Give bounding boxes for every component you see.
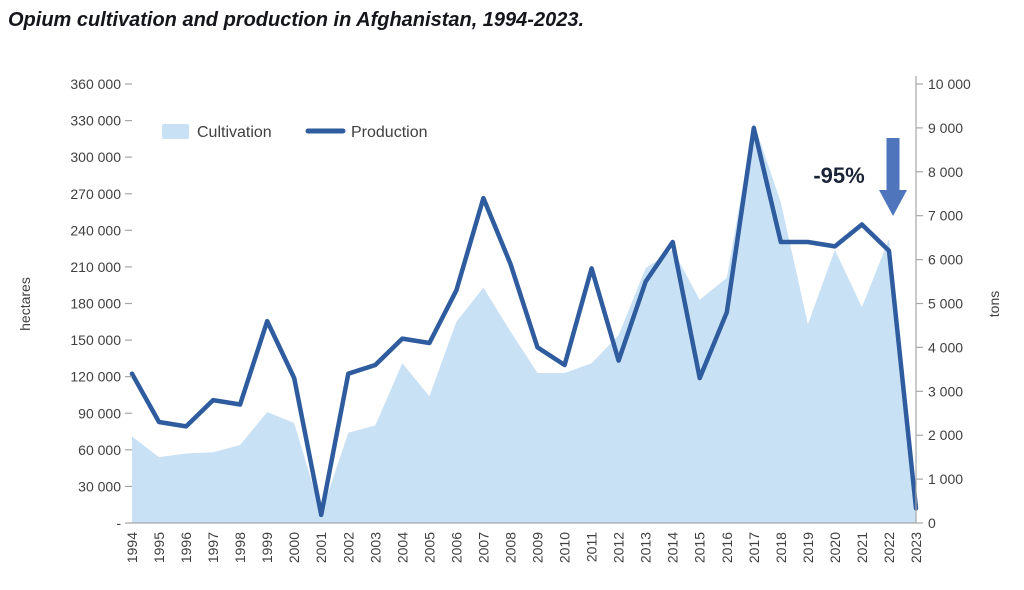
- opium-chart: 360 000 330 000 300 000 270 000 240 000 210 0…: [17, 76, 1002, 563]
- left-axis-tick-label: 180 000: [70, 296, 121, 312]
- x-axis-year-label: 2022: [881, 532, 897, 563]
- right-axis-tick-label: 5 000: [928, 296, 963, 312]
- left-axis-title: hectares: [17, 277, 33, 331]
- right-axis-tick-label: 2 000: [928, 427, 963, 443]
- right-axis-tick-label: 1 000: [928, 471, 963, 487]
- annotation-label: -95%: [813, 163, 864, 188]
- left-axis-tick-label: 120 000: [70, 369, 121, 385]
- x-axis-year-label: 2013: [638, 532, 654, 563]
- x-axis-year-label: 2012: [611, 532, 627, 563]
- left-axis-tick-label: 300 000: [70, 149, 121, 165]
- right-axis-tick-label: 4 000: [928, 339, 963, 355]
- right-axis-tick-label: 8 000: [928, 164, 963, 180]
- left-axis-tick-label: 330 000: [70, 113, 121, 129]
- x-axis-year-label: 1996: [178, 532, 194, 563]
- x-axis-year-label: 2000: [286, 532, 302, 563]
- down-arrow-icon: [879, 138, 907, 216]
- x-axis-year-label: 1999: [259, 532, 275, 563]
- x-axis-year-label: 2008: [502, 532, 518, 563]
- x-axis-year-label: 2010: [557, 532, 573, 563]
- right-axis-tick-label: 3 000: [928, 383, 963, 399]
- legend: Cultivation Production: [162, 124, 428, 141]
- chart-plot-area: 360 000 330 000 300 000 270 000 240 000 210 0…: [70, 76, 971, 563]
- left-axis-tick-label: 270 000: [70, 186, 121, 202]
- x-axis-year-label: 2001: [313, 532, 329, 563]
- x-axis-year-label: 2018: [773, 532, 789, 563]
- left-axis-tick-label: 240 000: [70, 222, 121, 238]
- x-axis-year-label: 2005: [421, 532, 437, 563]
- left-axis-tick-label: -: [116, 515, 121, 531]
- x-axis-year-label: 2003: [367, 532, 383, 563]
- left-axis-tick-label: 30 000: [78, 478, 121, 494]
- cultivation-swatch-icon: [162, 124, 189, 139]
- right-axis-title: tons: [986, 291, 1002, 317]
- right-axis-tick-label: 10 000: [928, 76, 971, 92]
- right-axis-tick-label: 6 000: [928, 252, 963, 268]
- production-line-series: [129, 125, 919, 518]
- x-axis-year-label: 2016: [719, 532, 735, 563]
- x-axis-year-label: 2006: [448, 532, 464, 563]
- left-axis-tick-label: 360 000: [70, 76, 121, 92]
- x-axis-year-label: 2019: [800, 532, 816, 563]
- x-axis-year-label: 2009: [530, 532, 546, 563]
- right-axis-tick-label: 7 000: [928, 208, 963, 224]
- x-axis-year-label: 2002: [340, 532, 356, 563]
- x-axis-year-label: 1997: [205, 532, 221, 563]
- x-axis-year-label: 1995: [151, 532, 167, 563]
- x-axis-year-label: 1998: [232, 532, 248, 563]
- legend-label-production: Production: [351, 124, 428, 141]
- cultivation-area-series: [132, 123, 916, 523]
- chart-title: Opium cultivation and production in Afgh…: [8, 9, 585, 31]
- x-axis-year-label: 2021: [854, 532, 870, 563]
- left-axis-tick-label: 90 000: [78, 405, 121, 421]
- x-axis-year-label: 2017: [746, 532, 762, 563]
- x-axis-year-label: 2011: [584, 532, 600, 562]
- left-axis-tick-label: 150 000: [70, 332, 121, 348]
- x-axis-year-label: 2004: [394, 532, 410, 563]
- left-axis-tick-label: 60 000: [78, 442, 121, 458]
- legend-label-cultivation: Cultivation: [197, 124, 272, 141]
- x-axis-year-label: 2015: [692, 532, 708, 563]
- right-axis-tick-label: 9 000: [928, 120, 963, 136]
- x-axis-year-label: 2014: [665, 532, 681, 563]
- x-axis-year-label: 2007: [475, 532, 491, 563]
- x-axis-year-label: 2020: [827, 532, 843, 563]
- right-axis-tick-label: 0: [928, 515, 936, 531]
- x-axis-year-label: 1994: [124, 532, 140, 563]
- x-axis-year-label: 2023: [908, 532, 924, 563]
- left-axis-tick-label: 210 000: [70, 259, 121, 275]
